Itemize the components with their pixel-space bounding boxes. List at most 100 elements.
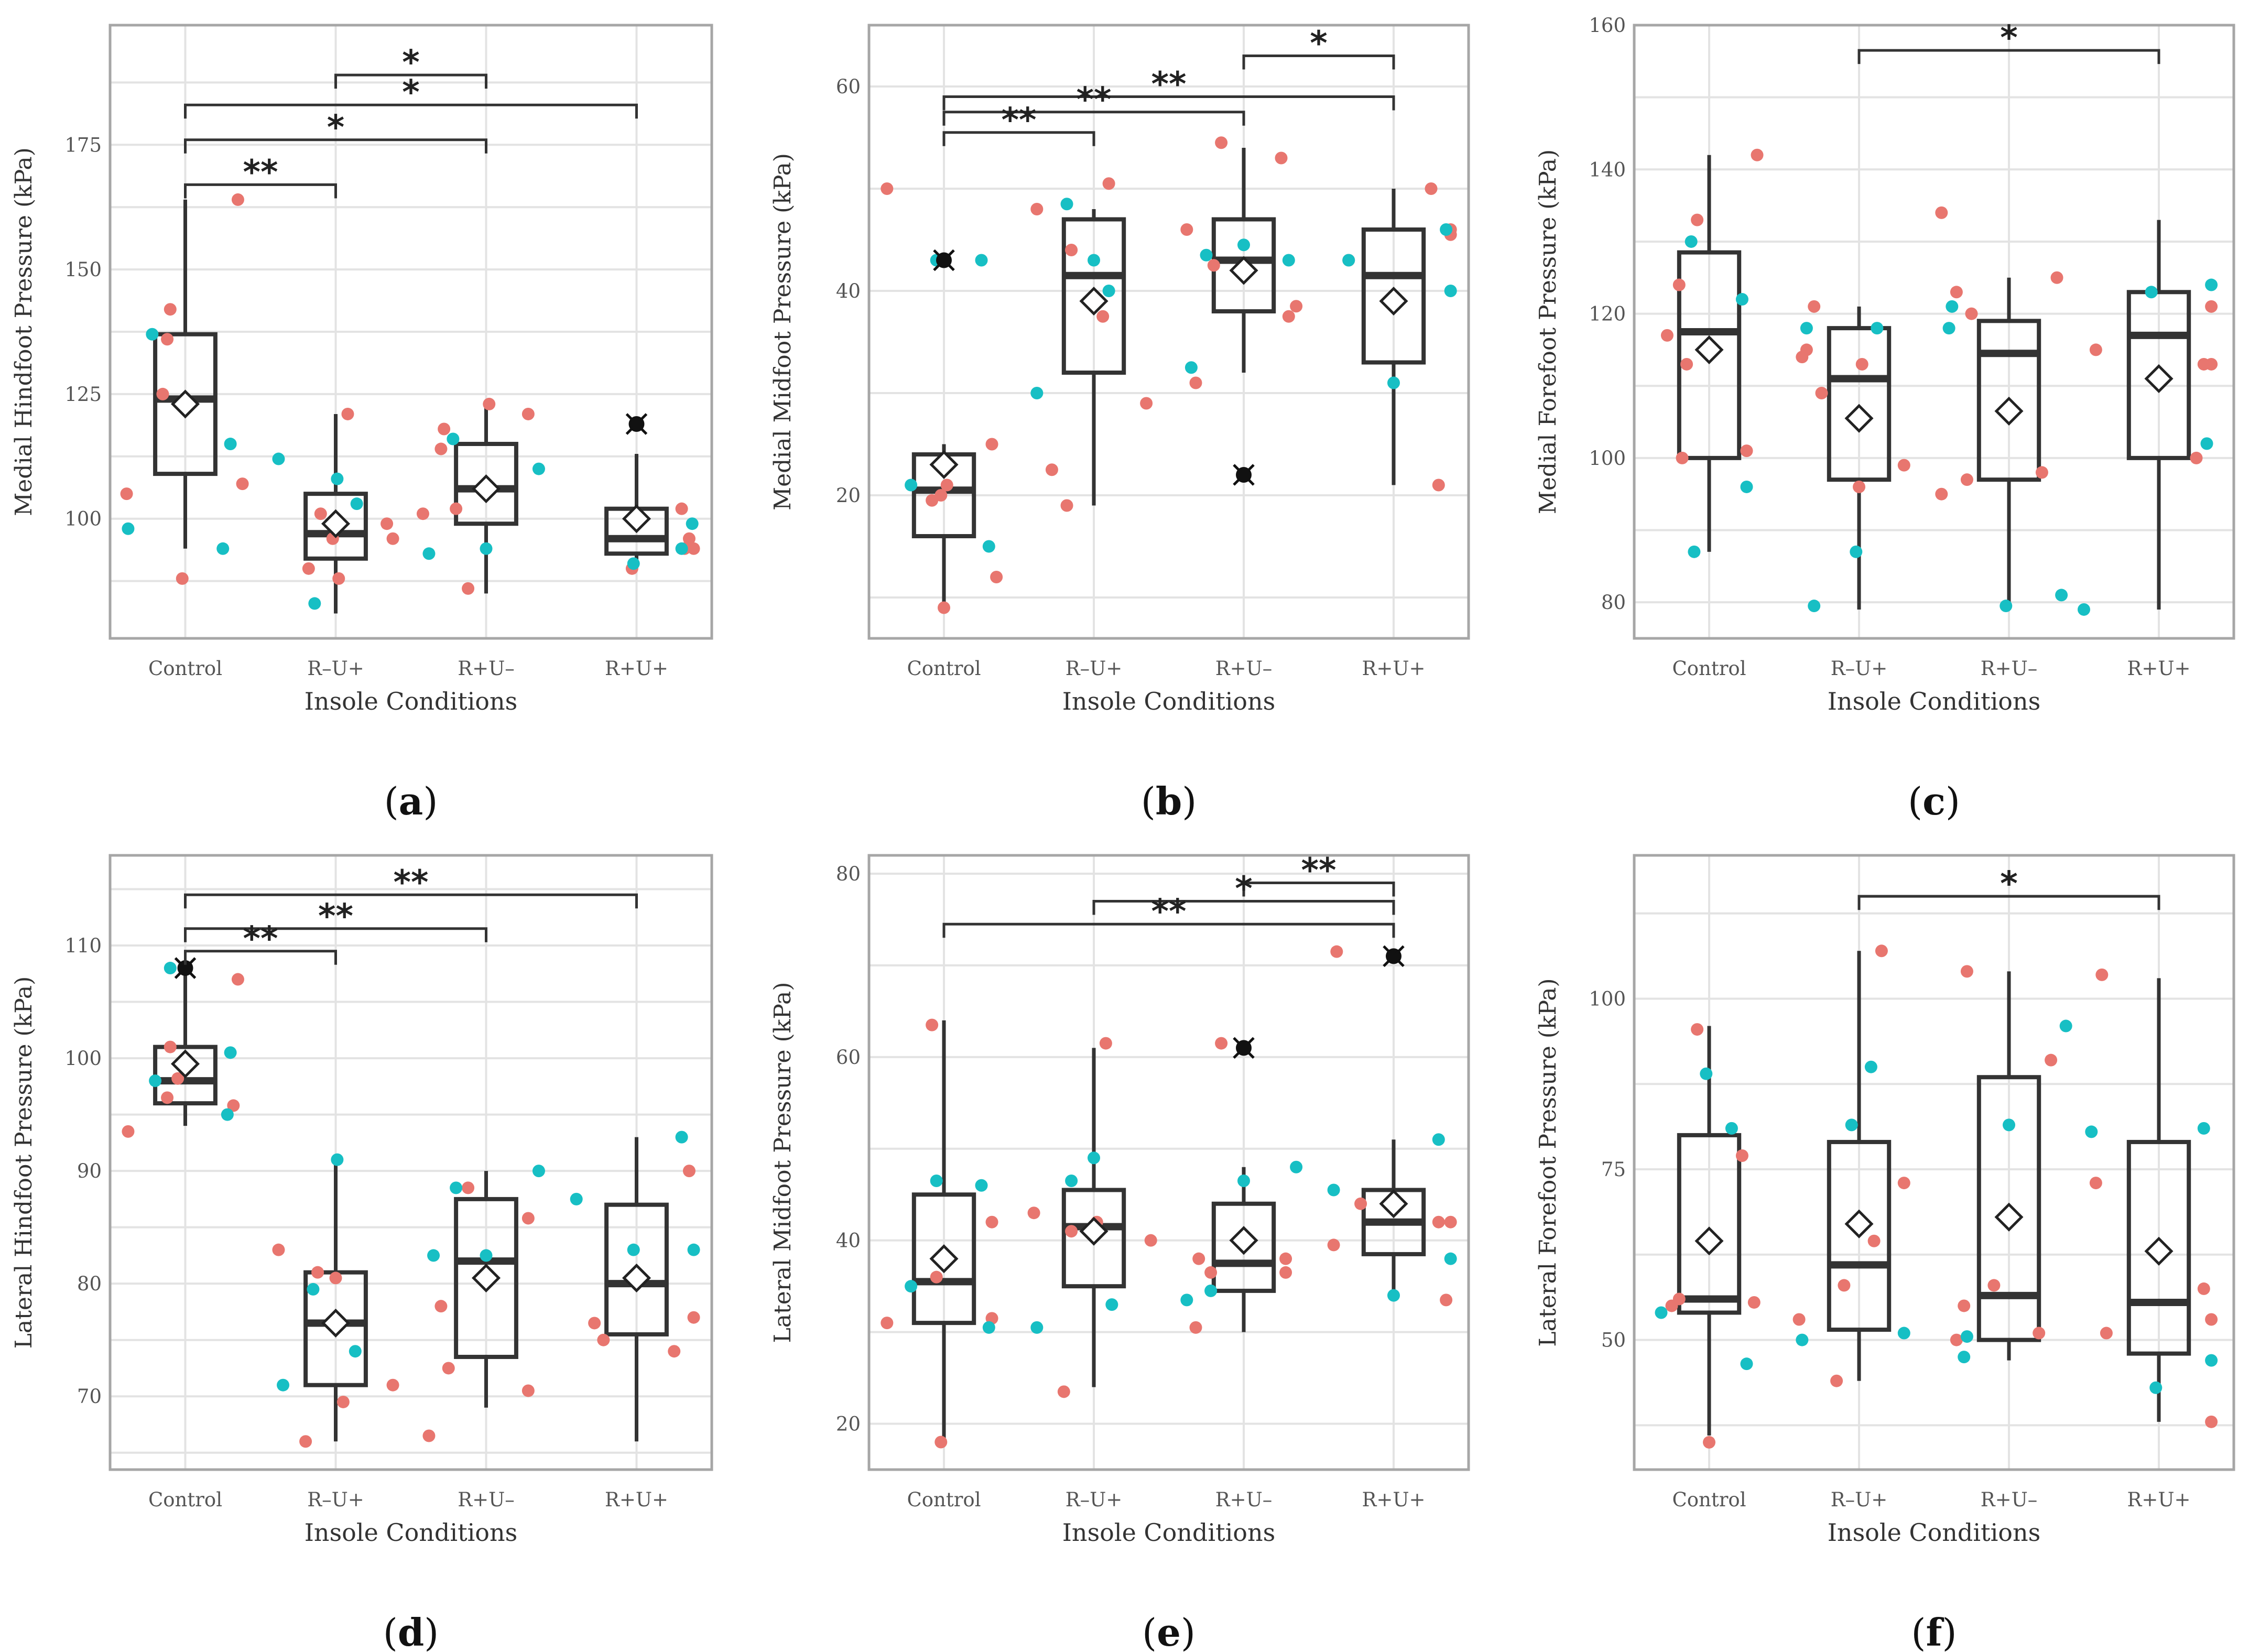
data-point-group-a bbox=[164, 1040, 177, 1053]
data-point-group-b bbox=[1800, 322, 1813, 335]
data-point-group-b bbox=[1387, 376, 1400, 389]
mean-diamond bbox=[170, 389, 200, 419]
mean-diamond bbox=[1844, 1209, 1874, 1238]
box-R–U+ bbox=[1061, 209, 1126, 506]
data-point-group-b bbox=[2059, 1019, 2072, 1032]
data-point-group-a bbox=[272, 1243, 285, 1256]
data-point-group-a bbox=[985, 438, 998, 451]
data-point-group-a bbox=[930, 1270, 943, 1284]
data-point-group-a bbox=[2050, 271, 2063, 284]
data-point-group-a bbox=[386, 532, 399, 545]
data-point-group-b bbox=[1105, 1298, 1118, 1311]
iqr-box bbox=[303, 492, 368, 561]
iqr-box bbox=[604, 1202, 669, 1336]
panel-label: (e) bbox=[1142, 1610, 1196, 1652]
y-tick-label: 40 bbox=[836, 1230, 861, 1252]
mean-diamond bbox=[1229, 1226, 1258, 1255]
x-tick-label: R+U+ bbox=[1362, 1488, 1425, 1511]
data-point-group-a bbox=[462, 582, 475, 595]
x-tick-label: R+U+ bbox=[605, 1488, 668, 1511]
outlier-cross bbox=[1383, 945, 1405, 968]
significance-bracket bbox=[184, 138, 487, 154]
data-point-group-a bbox=[1897, 459, 1910, 472]
data-point-group-b bbox=[2000, 600, 2013, 613]
significance-label: * bbox=[2000, 865, 2017, 904]
data-point-group-b bbox=[331, 472, 344, 485]
data-point-group-a bbox=[329, 1271, 342, 1285]
data-point-group-a bbox=[311, 1266, 324, 1279]
mean-diamond bbox=[1694, 335, 1724, 364]
x-tick-label: Control bbox=[1672, 657, 1746, 680]
y-tick-label: 100 bbox=[64, 1047, 102, 1070]
data-point-group-b bbox=[1387, 1289, 1400, 1302]
data-point-group-a bbox=[341, 407, 354, 420]
box-Control bbox=[1677, 1026, 1742, 1436]
plot-border bbox=[867, 854, 1470, 1471]
data-point-group-b bbox=[627, 1243, 640, 1256]
data-point-group-a bbox=[299, 1435, 312, 1448]
data-point-group-a bbox=[1140, 397, 1153, 410]
data-point-group-b bbox=[1282, 254, 1295, 267]
x-tick-label: R–U+ bbox=[1066, 1488, 1123, 1511]
panel-letter: b bbox=[1156, 779, 1182, 823]
data-point-group-a bbox=[1207, 259, 1220, 272]
iqr-box bbox=[1361, 227, 1426, 365]
panel-letter: a bbox=[399, 779, 423, 823]
data-point-group-b bbox=[1060, 198, 1073, 211]
x-tick-label: R+U+ bbox=[1362, 657, 1425, 680]
data-point-group-a bbox=[2089, 343, 2102, 356]
iqr-box bbox=[1976, 319, 2041, 482]
data-point-group-b bbox=[307, 1283, 320, 1296]
data-point-group-a bbox=[1691, 213, 1704, 226]
plot-border bbox=[108, 24, 713, 640]
mean-diamond bbox=[2144, 1236, 2174, 1266]
data-point-group-a bbox=[1099, 1037, 1112, 1050]
data-point-group-a bbox=[521, 1384, 535, 1397]
iqr-box bbox=[454, 442, 518, 526]
data-point-group-b bbox=[1237, 1174, 1250, 1187]
box-R–U+ bbox=[1827, 306, 1892, 610]
data-point-group-a bbox=[1960, 473, 1973, 486]
mean-diamond bbox=[1379, 286, 1408, 316]
significance-label: * bbox=[402, 44, 419, 82]
data-point-group-b bbox=[1237, 238, 1250, 252]
data-point-group-b bbox=[1808, 600, 1821, 613]
significance-bracket bbox=[942, 131, 1095, 146]
data-point-group-a bbox=[1950, 286, 1963, 299]
data-point-group-a bbox=[1800, 343, 1813, 356]
iqr-box bbox=[1827, 326, 1892, 482]
x-axis-title: Insole Conditions bbox=[1062, 1518, 1275, 1547]
iqr-box bbox=[153, 332, 218, 476]
data-point-group-a bbox=[1958, 1299, 1971, 1312]
data-point-group-a bbox=[990, 571, 1003, 583]
data-point-group-a bbox=[1065, 1225, 1078, 1238]
iqr-box bbox=[2126, 1139, 2191, 1356]
data-point-group-b bbox=[2085, 1125, 2098, 1138]
x-tick-label: R+U– bbox=[458, 657, 515, 680]
x-axis-title: Insole Conditions bbox=[305, 1518, 517, 1547]
data-point-group-b bbox=[975, 1179, 988, 1192]
data-point-group-b bbox=[1200, 248, 1213, 262]
plot-border bbox=[1633, 24, 2235, 640]
outlier-cross bbox=[174, 957, 197, 979]
data-point-group-b bbox=[1030, 387, 1044, 399]
panel-label: (a) bbox=[384, 779, 438, 823]
data-point-group-a bbox=[2095, 968, 2109, 981]
data-point-group-a bbox=[1440, 1294, 1453, 1307]
plot-frame bbox=[867, 24, 1470, 640]
box-R+U– bbox=[1976, 277, 2041, 610]
data-point-group-a bbox=[442, 1362, 455, 1375]
data-point-group-a bbox=[1965, 307, 1978, 320]
x-tick-label: R+U– bbox=[1215, 657, 1273, 680]
data-point-group-b bbox=[975, 254, 988, 267]
data-point-group-a bbox=[450, 502, 463, 515]
y-axis-title: Medial Midfoot Pressure (kPa) bbox=[769, 153, 796, 510]
x-tick-label: Control bbox=[1672, 1488, 1746, 1511]
data-point-group-a bbox=[2205, 1313, 2218, 1326]
panel-d: 70 80 90 100 110 Control R–U+ R+U– R+U+ Insole Co… bbox=[10, 854, 713, 1652]
data-point-group-b bbox=[570, 1192, 583, 1205]
panel-letter: d bbox=[398, 1610, 424, 1652]
mean-diamond bbox=[471, 1263, 501, 1292]
data-point-group-b bbox=[687, 1243, 700, 1256]
data-point-group-a bbox=[1691, 1023, 1704, 1036]
